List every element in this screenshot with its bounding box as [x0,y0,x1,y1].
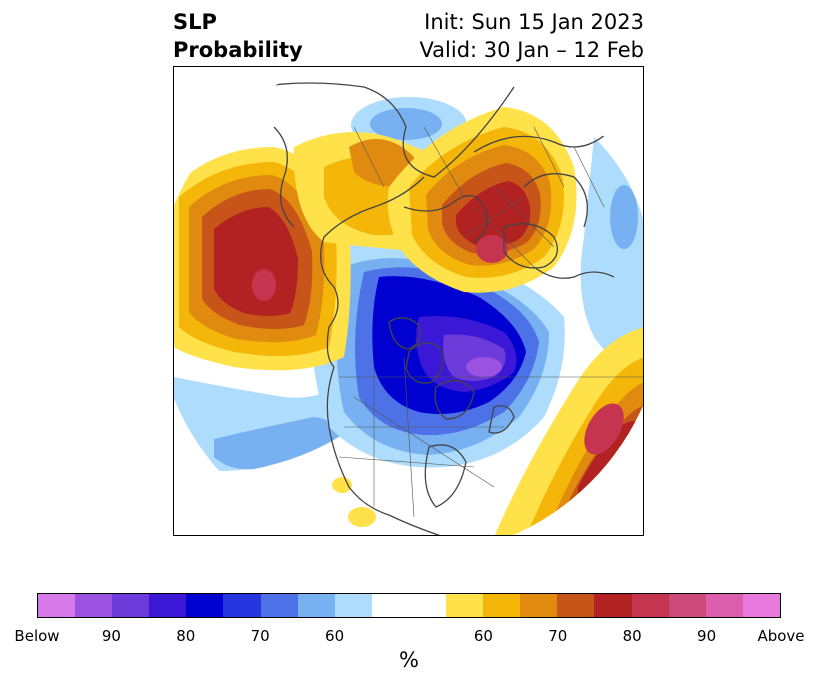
colorbar-segment [668,594,706,617]
below-normal-region-canada [311,242,565,468]
colorbar-tick-label: 80 [622,627,642,645]
init-date: Init: Sun 15 Jan 2023 [424,10,644,34]
colorbar-segment [260,594,298,617]
colorbar-tick-label: 80 [176,627,196,645]
title-type: Probability [173,38,303,62]
colorbar-segment [446,594,484,617]
colorbar-tick-label: 70 [250,627,270,645]
colorbar-unit-label: % [399,648,419,672]
coastlines [233,82,643,535]
below-normal-region-pacific-lower [174,377,352,471]
colorbar-tick-label: 70 [548,627,568,645]
title-right: Init: Sun 15 Jan 2023 Valid: 30 Jan – 12… [419,8,644,64]
colorbar-tick-label: 60 [473,627,493,645]
valid-range: Valid: 30 Jan – 12 Feb [419,38,644,62]
colorbar-segment [631,594,669,617]
colorbar-segment [557,594,595,617]
colorbar-segment [297,594,335,617]
colorbar-tick-label: 60 [325,627,345,645]
title-left: SLP Probability [173,8,303,64]
colorbar-segment [371,594,409,617]
colorbar-tick-label: Below [14,627,60,645]
colorbar-tick-label: 90 [697,627,717,645]
colorbar-segment [742,594,780,617]
colorbar-segment [38,594,76,617]
colorbar-segment [594,594,632,617]
colorbar-segment [705,594,743,617]
political-borders [338,126,643,518]
probability-map [174,67,643,535]
colorbar-segment [223,594,261,617]
colorbar-tick-label: Above [757,627,805,645]
below-normal-region-east-asia [580,137,643,367]
map-frame [173,66,644,536]
above-normal-small-patches [332,477,376,527]
colorbar-segment [520,594,558,617]
colorbar-segment [483,594,521,617]
colorbar-segment [408,594,447,617]
colorbar-segment [112,594,150,617]
title-variable: SLP [173,10,217,34]
colorbar-segment [149,594,187,617]
colorbar-segment [75,594,113,617]
colorbar [37,593,781,618]
colorbar-segment [186,594,224,617]
colorbar-segment [334,594,372,617]
colorbar-tick-label: 90 [101,627,121,645]
